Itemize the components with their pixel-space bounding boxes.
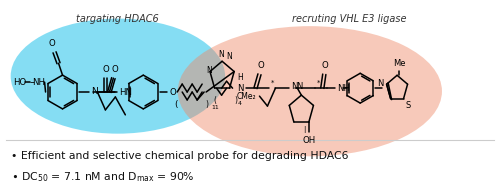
Text: *: * (270, 80, 274, 86)
Text: –: – (30, 77, 35, 87)
Ellipse shape (10, 19, 225, 134)
Text: O: O (102, 65, 109, 74)
Text: 4: 4 (238, 101, 242, 106)
Text: recruting VHL E3 ligase: recruting VHL E3 ligase (292, 14, 407, 24)
Text: HO: HO (12, 78, 26, 87)
Text: S: S (406, 101, 411, 110)
Text: N: N (296, 82, 302, 91)
Text: *: * (318, 80, 320, 86)
Text: (: ( (213, 96, 216, 105)
Text: 11: 11 (211, 105, 219, 110)
Text: O: O (322, 61, 328, 70)
Text: Me: Me (393, 59, 406, 68)
Text: N: N (218, 50, 224, 59)
Text: O: O (257, 61, 264, 70)
Text: |: | (304, 126, 306, 132)
Text: NH: NH (338, 84, 350, 93)
Text: OH: OH (302, 136, 316, 145)
Text: $\bullet$ DC$_{50}$ = 7.1 nM and D$_{\mathrm{max}}$ = 90%: $\bullet$ DC$_{50}$ = 7.1 nM and D$_{\ma… (10, 170, 194, 184)
Text: O: O (112, 65, 119, 74)
Text: HN: HN (120, 88, 132, 97)
Text: N: N (292, 82, 298, 91)
Ellipse shape (178, 26, 442, 156)
Text: H: H (238, 73, 244, 82)
Text: N: N (226, 52, 232, 61)
Text: (: ( (174, 101, 178, 109)
Text: N: N (238, 84, 244, 93)
Text: O: O (169, 88, 176, 97)
Text: ): ) (206, 101, 208, 109)
Text: N: N (206, 66, 212, 75)
Text: CMe₂: CMe₂ (237, 92, 256, 101)
Text: ): ) (234, 96, 238, 105)
Text: NH: NH (32, 78, 46, 87)
Text: • Efficient and selective chemical probe for degrading HDAC6: • Efficient and selective chemical probe… (10, 151, 348, 161)
Text: N: N (377, 79, 384, 88)
Text: O: O (48, 39, 55, 48)
Text: N: N (92, 86, 98, 96)
Text: targating HDAC6: targating HDAC6 (76, 14, 159, 24)
